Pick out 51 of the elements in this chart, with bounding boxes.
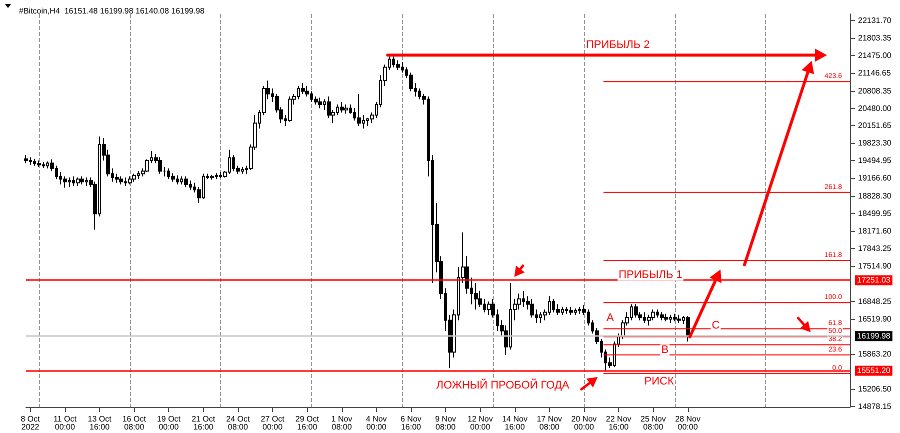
x-tick-label: 25 Nov 08:00 [640,414,666,432]
x-tick-label: 11 Oct 00:00 [53,414,78,432]
x-tick-label: 21 Oct 16:00 [192,414,216,432]
y-tick-label: 18499.95 [858,209,892,218]
annotation: A [606,312,615,324]
y-tick-label: 19166.60 [858,174,892,183]
y-tick-label: 21475.00 [858,50,892,60]
y-tick-label: 15863.20 [858,350,892,359]
annotation: ПРИБЫЛЬ 2 [586,38,650,51]
x-tick-label: 19 Oct 00:00 [156,414,182,432]
y-tick-label: 21803.35 [858,33,892,42]
x-tick-label: 1 Nov 08:00 [331,414,352,432]
x-tick-label: 28 Nov 00:00 [675,414,700,432]
y-tick-label: 15206.50 [858,384,892,394]
y-tick-label: 16848.25 [858,297,892,306]
x-tick-label: 27 Oct 00:00 [260,414,286,432]
annotation: B [661,344,669,356]
annotation: C [712,320,720,332]
y-tick-label: 21146.65 [858,68,892,78]
y-tick-label: 14878.15 [858,402,892,412]
y-tick-label: 22131.70 [858,16,892,25]
y-tick-label: 18828.30 [858,192,892,201]
y-tick-label: 20151.65 [858,121,892,130]
x-tick-label: 20 Nov 00:00 [571,414,597,432]
y-tick-label: 19494.95 [858,156,892,166]
x-tick-label: 16 Oct 08:00 [122,414,147,432]
x-tick-label: 12 Nov 00:00 [467,414,493,432]
ref-line-label: 15551.20 [857,366,891,376]
x-tick-label: 17 Nov 08:00 [536,414,562,432]
x-tick-label: 24 Oct 08:00 [226,414,250,432]
x-tick-label: 8 Oct 2022 [20,414,41,432]
y-tick-label: 17514.90 [858,262,892,271]
ref-line-label: 16199.98 [857,332,891,341]
x-tick-label: 14 Nov 16:00 [502,414,528,432]
x-tick-label: 29 Oct 16:00 [295,414,320,432]
y-tick-label: 17843.25 [858,244,892,254]
x-tick-label: 22 Nov 16:00 [606,414,632,432]
x-tick-label: 6 Nov 16:00 [400,414,422,432]
x-tick-label: 9 Nov 08:00 [435,414,456,432]
y-tick-label: 16519.90 [858,314,892,324]
y-tick-label: 20808.35 [858,86,892,96]
y-tick-label: 19823.30 [858,138,892,148]
annotation: РИСК [644,376,674,388]
chart-title: #Bitcoin,H4 16151.48 16199.98 16140.08 16199.98 [19,6,206,16]
ref-line-label: 17251.03 [857,276,891,285]
annotation: ПРИБЫЛЬ 1 [618,269,682,282]
y-tick-label: 20480.00 [858,104,892,113]
y-tick-label: 18171.60 [858,226,892,236]
x-tick-label: 4 Nov 00:00 [366,414,387,432]
x-tick-label: 13 Oct 16:00 [88,414,112,432]
annotation: ЛОЖНЫЙ ПРОБОЙ ГОДА [436,378,570,392]
